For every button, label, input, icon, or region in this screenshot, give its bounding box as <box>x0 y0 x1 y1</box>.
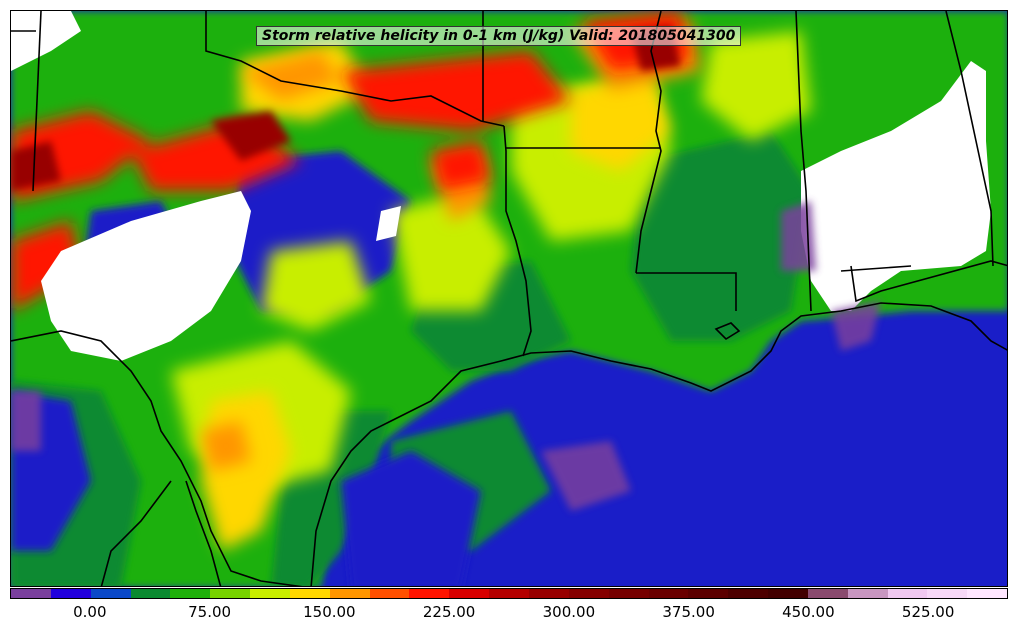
colorbar-tick-label: 0.00 <box>73 603 107 621</box>
colorbar-segment <box>210 589 251 598</box>
colorbar-segment <box>608 589 649 598</box>
colorbar-tick-label: 300.00 <box>542 603 596 621</box>
map-panel: Storm relative helicity in 0-1 km (J/kg)… <box>10 10 1008 587</box>
colorbar-segment <box>807 589 848 598</box>
colorbar-segment <box>887 589 928 598</box>
colorbar-tick-label: 150.00 <box>303 603 356 621</box>
map-title: Storm relative helicity in 0-1 km (J/kg)… <box>256 26 742 46</box>
colorbar <box>10 588 1008 599</box>
colorbar-segment <box>329 589 370 598</box>
colorbar-segment <box>90 589 131 598</box>
helicity-map <box>11 11 1007 586</box>
colorbar-segment <box>130 589 171 598</box>
colorbar-segment <box>409 589 450 598</box>
colorbar-tick-label: 75.00 <box>188 603 232 621</box>
colorbar-segment <box>568 589 609 598</box>
colorbar-segment <box>170 589 211 598</box>
colorbar-segment <box>50 589 91 598</box>
colorbar-segment <box>528 589 569 598</box>
white-areas <box>11 11 991 361</box>
colorbar-segment <box>369 589 410 598</box>
colorbar-segment <box>927 589 968 598</box>
colorbar-segment <box>648 589 689 598</box>
colorbar-tick-label: 225.00 <box>422 603 476 621</box>
colorbar-segment <box>11 589 51 598</box>
colorbar-labels: 0.00 75.00 150.00 225.00 300.00 375.00 450.00 5… <box>10 603 1008 623</box>
colorbar-segment <box>728 589 769 598</box>
colorbar-segment <box>768 589 808 598</box>
colorbar-segment <box>250 589 290 598</box>
colorbar-segment <box>449 589 490 598</box>
colorbar-tick-label: 525.00 <box>901 603 955 621</box>
colorbar-tick-label: 375.00 <box>662 603 715 621</box>
colorbar-segment <box>688 589 729 598</box>
colorbar-segment <box>489 589 529 598</box>
purple-areas <box>11 201 881 511</box>
borders <box>11 11 1007 586</box>
colorbar-segment <box>847 589 888 598</box>
colorbar-segment <box>967 589 1008 598</box>
colorbar-tick-label: 450.00 <box>782 603 835 621</box>
colorbar-segment <box>289 589 330 598</box>
